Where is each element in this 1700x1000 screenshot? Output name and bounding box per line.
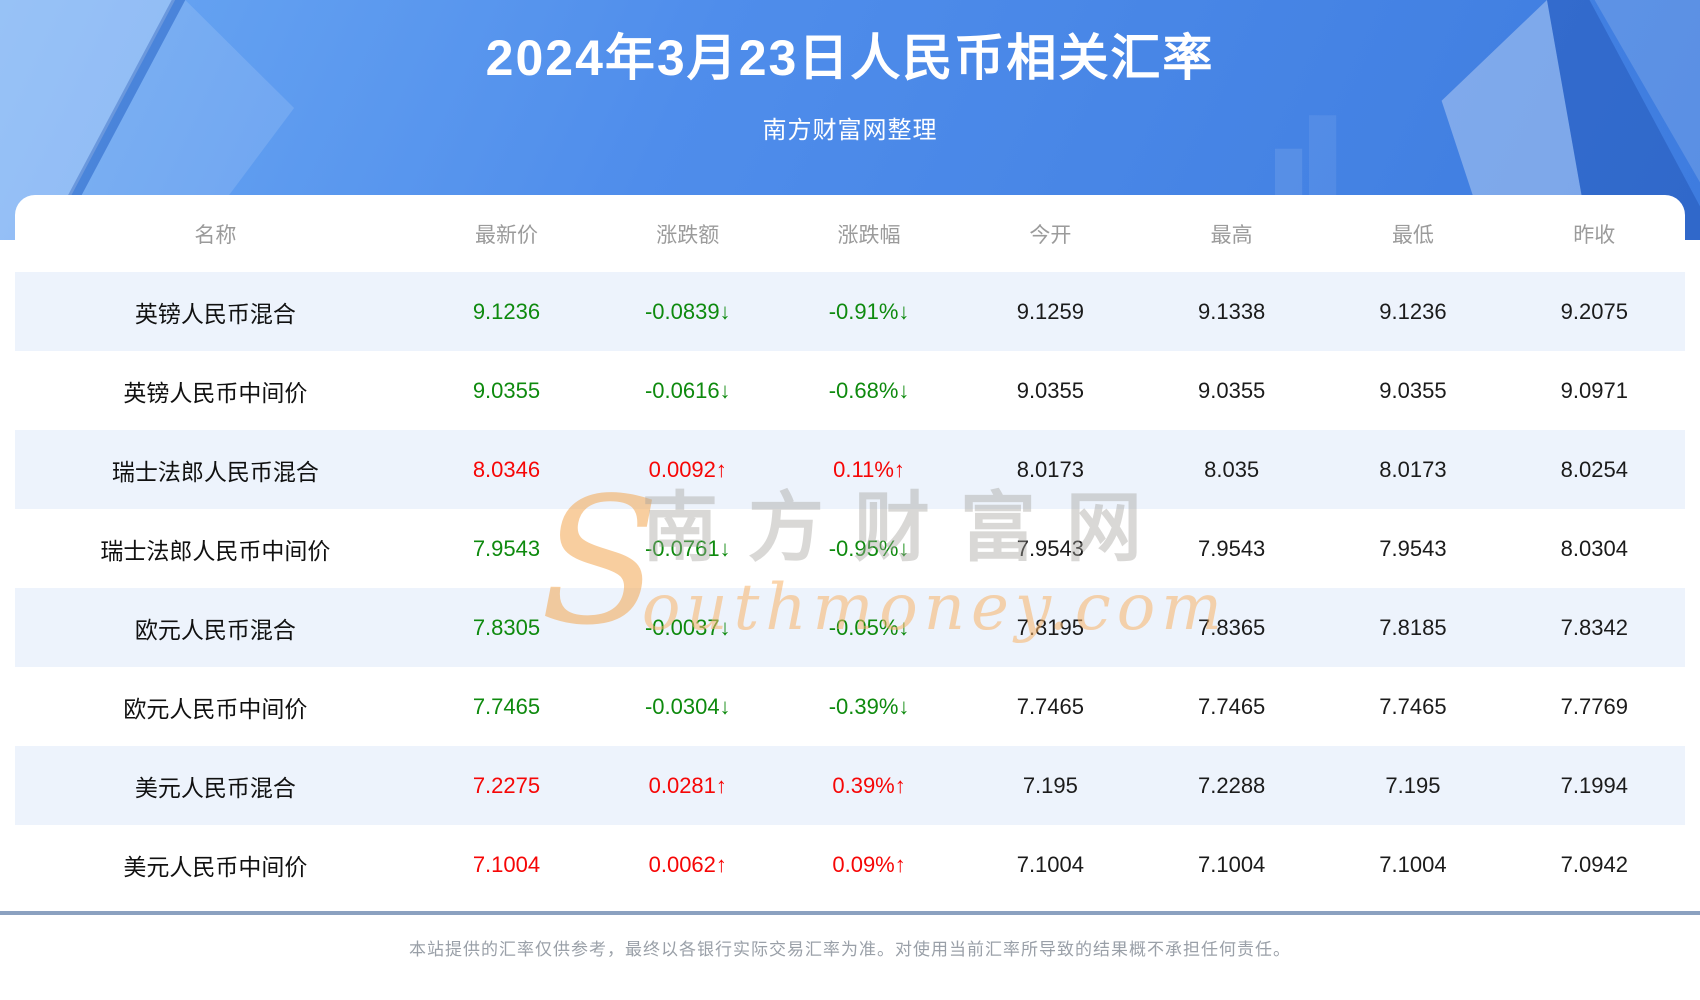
cell-open: 7.9543 — [1016, 535, 1084, 561]
col-header-latest: 最新价 — [474, 223, 538, 247]
cell-pct: -0.68%↓ — [828, 377, 910, 403]
cell-pct: 0.39%↑ — [832, 772, 906, 798]
cell-open: 9.0355 — [1016, 377, 1084, 403]
cell-prev: 8.0304 — [1560, 535, 1628, 561]
cell-latest: 7.9543 — [472, 535, 541, 561]
col-header-change: 涨跌额 — [656, 223, 720, 247]
cell-high: 7.7465 — [1198, 693, 1266, 719]
cell-change: 0.0281↑ — [648, 772, 727, 798]
table-row: 英镑人民币中间价 9.0355 -0.0616↓ -0.68%↓ 9.0355 9.035… — [15, 351, 1685, 430]
cell-high: 7.1004 — [1198, 851, 1266, 877]
cell-low: 7.7465 — [1379, 693, 1447, 719]
rates-card: 名称 最新价 涨跌额 涨跌幅 今开 最高 最低 昨收 英镑人民币混合 9.1236… — [15, 195, 1685, 904]
cell-open: 7.8195 — [1016, 614, 1084, 640]
cell-name: 欧元人民币混合 — [134, 616, 296, 643]
divider-line — [0, 911, 1700, 915]
col-header-pct: 涨跌幅 — [837, 223, 901, 247]
cell-low: 7.1004 — [1379, 851, 1447, 877]
rates-table: 名称 最新价 涨跌额 涨跌幅 今开 最高 最低 昨收 英镑人民币混合 9.1236… — [15, 195, 1685, 904]
cell-high: 8.035 — [1204, 456, 1260, 482]
table-row: 欧元人民币混合 7.8305 -0.0037↓ -0.05%↓ 7.8195 7.8365… — [15, 588, 1685, 667]
table-row: 美元人民币中间价 7.1004 0.0062↑ 0.09%↑ 7.1004 7.1004 7… — [15, 825, 1685, 904]
cell-change: -0.0037↓ — [644, 614, 731, 640]
cell-change: 0.0062↑ — [648, 851, 727, 877]
table-header-row: 名称 最新价 涨跌额 涨跌幅 今开 最高 最低 昨收 — [15, 195, 1685, 272]
cell-pct: -0.91%↓ — [828, 298, 910, 324]
cell-prev: 7.7769 — [1560, 693, 1628, 719]
cell-name: 美元人民币中间价 — [123, 853, 308, 880]
cell-low: 7.9543 — [1379, 535, 1447, 561]
table-row: 瑞士法郎人民币中间价 7.9543 -0.0761↓ -0.95%↓ 7.9543 7.9… — [15, 509, 1685, 588]
col-header-prev: 昨收 — [1573, 223, 1616, 247]
cell-prev: 9.0971 — [1560, 377, 1628, 403]
cell-latest: 9.1236 — [472, 298, 541, 324]
cell-name: 欧元人民币中间价 — [123, 695, 308, 722]
cell-high: 9.0355 — [1198, 377, 1266, 403]
cell-high: 9.1338 — [1198, 298, 1266, 324]
cell-open: 8.0173 — [1016, 456, 1084, 482]
cell-latest: 8.0346 — [472, 456, 541, 482]
cell-latest: 7.2275 — [472, 772, 541, 798]
table-row: 英镑人民币混合 9.1236 -0.0839↓ -0.91%↓ 9.1259 9.1338… — [15, 272, 1685, 351]
cell-low: 8.0173 — [1379, 456, 1447, 482]
cell-low: 7.195 — [1385, 772, 1441, 798]
cell-low: 7.8185 — [1379, 614, 1447, 640]
cell-low: 9.0355 — [1379, 377, 1447, 403]
cell-open: 7.1004 — [1016, 851, 1084, 877]
cell-open: 9.1259 — [1016, 298, 1084, 324]
table-row: 瑞士法郎人民币混合 8.0346 0.0092↑ 0.11%↑ 8.0173 8.035 8… — [15, 430, 1685, 509]
page-title: 2024年3月23日人民币相关汇率 — [485, 30, 1215, 86]
cell-pct: -0.39%↓ — [828, 693, 910, 719]
cell-pct: 0.11%↑ — [833, 456, 905, 482]
table-row: 美元人民币混合 7.2275 0.0281↑ 0.39%↑ 7.195 7.2288 7.1… — [15, 746, 1685, 825]
cell-pct: -0.95%↓ — [828, 535, 910, 561]
cell-name: 英镑人民币中间价 — [123, 379, 308, 406]
col-header-low: 最低 — [1391, 223, 1434, 247]
cell-prev: 9.2075 — [1560, 298, 1628, 324]
cell-prev: 7.1994 — [1560, 772, 1628, 798]
cell-change: 0.0092↑ — [648, 456, 727, 482]
cell-latest: 7.7465 — [472, 693, 541, 719]
cell-prev: 7.0942 — [1560, 851, 1628, 877]
cell-high: 7.2288 — [1198, 772, 1266, 798]
cell-open: 7.195 — [1022, 772, 1078, 798]
cell-pct: 0.09%↑ — [832, 851, 906, 877]
page-subtitle: 南方财富网整理 — [762, 117, 938, 144]
cell-name: 瑞士法郎人民币中间价 — [100, 537, 331, 564]
table-row: 欧元人民币中间价 7.7465 -0.0304↓ -0.39%↓ 7.7465 7.746… — [15, 667, 1685, 746]
cell-change: -0.0839↓ — [644, 298, 731, 324]
col-header-open: 今开 — [1029, 223, 1072, 247]
cell-change: -0.0761↓ — [644, 535, 731, 561]
cell-change: -0.0616↓ — [644, 377, 731, 403]
cell-prev: 7.8342 — [1560, 614, 1628, 640]
cell-high: 7.9543 — [1198, 535, 1266, 561]
col-header-high: 最高 — [1210, 223, 1253, 247]
cell-latest: 7.8305 — [472, 614, 541, 640]
cell-latest: 7.1004 — [472, 851, 541, 877]
cell-pct: -0.05%↓ — [828, 614, 910, 640]
col-header-name: 名称 — [194, 223, 237, 247]
cell-prev: 8.0254 — [1560, 456, 1628, 482]
cell-latest: 9.0355 — [472, 377, 541, 403]
cell-high: 7.8365 — [1198, 614, 1266, 640]
cell-change: -0.0304↓ — [644, 693, 731, 719]
cell-name: 瑞士法郎人民币混合 — [111, 458, 319, 485]
disclaimer-text: 本站提供的汇率仅供参考，最终以各银行实际交易汇率为准。对使用当前汇率所导致的结果… — [409, 940, 1291, 959]
cell-open: 7.7465 — [1016, 693, 1084, 719]
cell-low: 9.1236 — [1379, 298, 1447, 324]
cell-name: 美元人民币混合 — [134, 774, 296, 801]
cell-name: 英镑人民币混合 — [134, 300, 296, 327]
